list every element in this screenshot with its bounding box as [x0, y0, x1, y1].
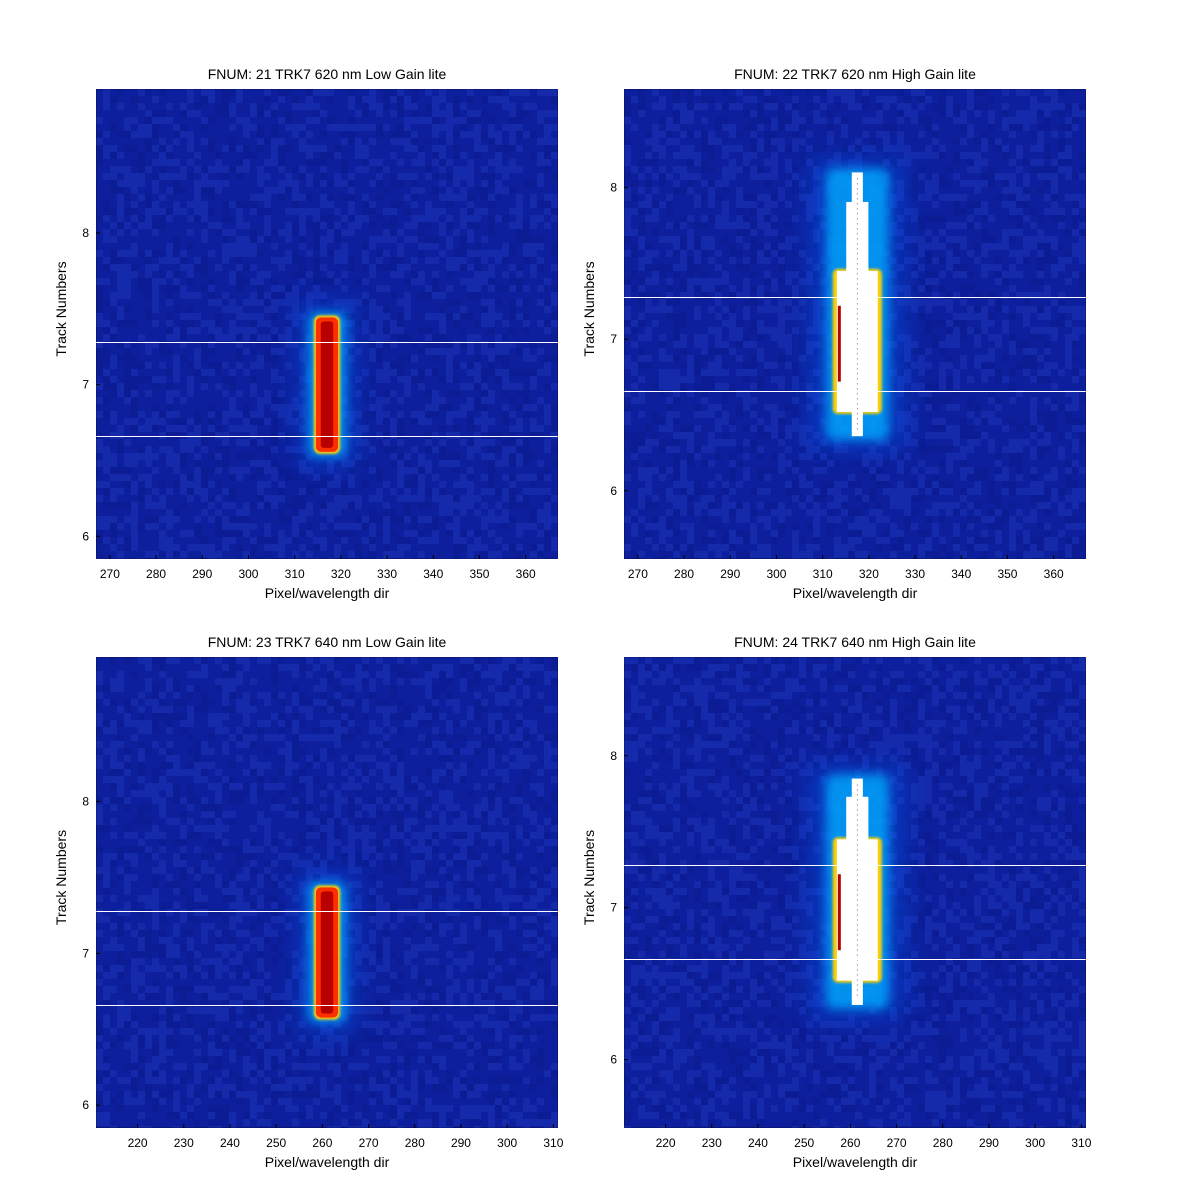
- subplot-title: FNUM: 24 TRK7 640 nm High Gain lite: [734, 634, 976, 650]
- y-axis-label: Track Numbers: [53, 830, 69, 925]
- x-tick-label: 280: [933, 1136, 953, 1150]
- x-tick-label: 270: [359, 1136, 379, 1150]
- saturated-red-stripe: [837, 874, 841, 951]
- y-tick-label: 7: [82, 378, 89, 392]
- x-tick-label: 280: [146, 567, 166, 581]
- saturated-tail: [851, 978, 863, 1005]
- y-tick-label: 6: [82, 529, 89, 543]
- x-axis-label: Pixel/wavelength dir: [265, 585, 390, 601]
- heatmap-area: [96, 657, 558, 1128]
- heatmap-noise: [96, 89, 558, 559]
- y-axis-label: Track Numbers: [53, 261, 69, 356]
- x-tick-label: 220: [656, 1136, 676, 1150]
- subplot-4: FNUM: 24 TRK7 640 nm High Gain lite 220 23…: [581, 634, 1092, 1170]
- axes-frame: [624, 89, 1086, 559]
- x-tick-label: 360: [516, 567, 536, 581]
- x-tick-label: 310: [1071, 1136, 1091, 1150]
- x-tick-label: 310: [285, 567, 305, 581]
- x-tick-label: 260: [840, 1136, 860, 1150]
- spot-core: [320, 321, 334, 448]
- y-tick-label: 7: [610, 332, 617, 346]
- x-tick-label: 310: [543, 1136, 563, 1150]
- x-tick-label: 340: [423, 567, 443, 581]
- x-tick-label: 270: [887, 1136, 907, 1150]
- saturated-tail: [851, 409, 863, 437]
- saturated-red-stripe: [837, 305, 841, 382]
- x-axis-label: Pixel/wavelength dir: [793, 1154, 918, 1170]
- x-tick-label: 350: [997, 567, 1017, 581]
- y-axis-label: Track Numbers: [581, 830, 597, 925]
- y-tick-label: 6: [610, 484, 617, 498]
- x-tick-label: 320: [331, 567, 351, 581]
- y-axis-label: Track Numbers: [581, 261, 597, 356]
- axes-frame: [624, 657, 1086, 1128]
- heatmap-area: [624, 657, 1086, 1128]
- x-axis-label: Pixel/wavelength dir: [793, 585, 918, 601]
- x-tick-label: 250: [266, 1136, 286, 1150]
- x-tick-label: 220: [128, 1136, 148, 1150]
- x-tick-label: 310: [813, 567, 833, 581]
- x-tick-label: 260: [312, 1136, 332, 1150]
- x-tick-label: 290: [451, 1136, 471, 1150]
- heatmap-area: [624, 89, 1086, 559]
- x-tick-label: 290: [979, 1136, 999, 1150]
- heatmap-area: [96, 89, 558, 559]
- x-tick-label: 300: [238, 567, 258, 581]
- x-tick-label: 270: [100, 567, 120, 581]
- y-tick-label: 8: [610, 749, 617, 763]
- x-tick-label: 280: [405, 1136, 425, 1150]
- x-tick-label: 240: [220, 1136, 240, 1150]
- subplot-title: FNUM: 21 TRK7 620 nm Low Gain lite: [208, 66, 447, 82]
- subplot-3: FNUM: 23 TRK7 640 nm Low Gain lite 220 230…: [53, 634, 564, 1170]
- x-tick-label: 300: [766, 567, 786, 581]
- subplot-title: FNUM: 23 TRK7 640 nm Low Gain lite: [208, 634, 447, 650]
- spot-core: [320, 891, 334, 1014]
- x-tick-label: 360: [1044, 567, 1064, 581]
- x-tick-label: 250: [794, 1136, 814, 1150]
- saturated-column-wide: [846, 796, 869, 842]
- axes-frame: [96, 657, 558, 1128]
- saturated-column-wide: [846, 201, 869, 273]
- x-tick-label: 340: [951, 567, 971, 581]
- y-tick-label: 6: [610, 1053, 617, 1067]
- x-tick-label: 230: [174, 1136, 194, 1150]
- x-tick-label: 300: [497, 1136, 517, 1150]
- x-axis-label: Pixel/wavelength dir: [265, 1154, 390, 1170]
- axes-frame: [96, 89, 558, 559]
- x-tick-label: 300: [1025, 1136, 1045, 1150]
- x-tick-label: 290: [192, 567, 212, 581]
- subplot-1: FNUM: 21 TRK7 620 nm Low Gain lite 270 280…: [53, 66, 558, 601]
- x-tick-label: 330: [377, 567, 397, 581]
- subplot-title: FNUM: 22 TRK7 620 nm High Gain lite: [734, 66, 976, 82]
- y-tick-label: 8: [82, 226, 89, 240]
- x-tick-label: 330: [905, 567, 925, 581]
- y-tick-label: 8: [82, 794, 89, 808]
- y-tick-label: 7: [610, 901, 617, 915]
- x-tick-label: 270: [628, 567, 648, 581]
- x-tick-label: 230: [702, 1136, 722, 1150]
- x-tick-label: 280: [674, 567, 694, 581]
- x-tick-label: 290: [720, 567, 740, 581]
- y-tick-label: 8: [610, 181, 617, 195]
- subplot-2: FNUM: 22 TRK7 620 nm High Gain lite 270 28…: [581, 66, 1086, 601]
- y-tick-label: 7: [82, 946, 89, 960]
- heatmap-noise: [624, 657, 1086, 1128]
- x-tick-label: 350: [469, 567, 489, 581]
- saturated-body: [836, 270, 878, 412]
- x-tick-label: 320: [859, 567, 879, 581]
- x-tick-label: 240: [748, 1136, 768, 1150]
- heatmap-noise: [96, 657, 558, 1128]
- y-tick-label: 6: [82, 1098, 89, 1112]
